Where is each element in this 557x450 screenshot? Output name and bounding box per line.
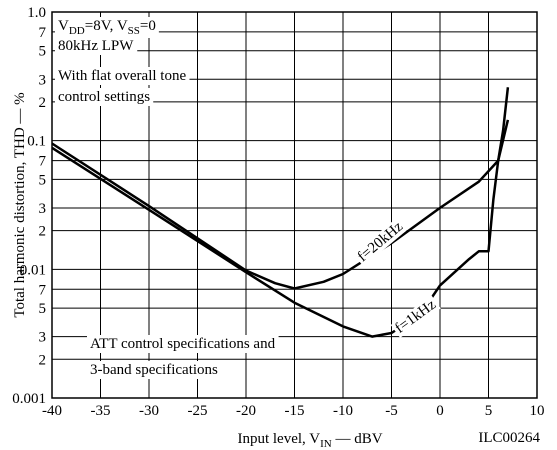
- y-axis-label: Total harmonic distortion, THD — %: [12, 92, 28, 317]
- figure-code: ILC00264: [478, 430, 540, 446]
- annotation: Input level, VIN — dBV: [237, 431, 382, 450]
- x-tick-label: -10: [333, 403, 353, 419]
- text-part: With flat overall tone: [58, 68, 186, 84]
- y-tick-label: 0.1: [27, 134, 46, 150]
- y-tick-label: 2: [39, 95, 47, 111]
- y-tick-label: 3: [39, 330, 47, 346]
- label-background: [390, 295, 441, 338]
- x-tick-label: -40: [42, 403, 62, 419]
- y-tick-label: 5: [39, 44, 47, 60]
- x-tick-label: 5: [485, 403, 493, 419]
- y-tick-label: 0.001: [12, 391, 46, 407]
- y-tick-label: 7: [39, 154, 47, 170]
- text-part: V: [58, 18, 69, 34]
- x-tick-label: -25: [188, 403, 208, 419]
- x-tick-label: 0: [436, 403, 444, 419]
- y-tick-label: 5: [39, 301, 47, 317]
- y-tick-label: 2: [39, 224, 47, 240]
- text-part: 80kHz LPW: [58, 38, 134, 54]
- annotation: ATT control specifications and: [90, 336, 276, 352]
- y-tick-label: 5: [39, 172, 47, 188]
- x-tick-label: -15: [285, 403, 305, 419]
- subscript: DD: [69, 25, 85, 37]
- label-background: [55, 88, 154, 106]
- x-tick-label: -30: [139, 403, 159, 419]
- label-background: [87, 361, 222, 379]
- annotation: 80kHz LPW: [58, 38, 134, 54]
- label-background: [55, 37, 138, 55]
- text-part: control settings: [58, 89, 150, 105]
- annotation: With flat overall tone: [58, 68, 186, 84]
- y-tick-label: 1.0: [27, 5, 46, 21]
- label-background: [55, 67, 190, 85]
- text-part: Input level, V: [237, 431, 320, 447]
- series-label: f=1kHz: [392, 297, 439, 337]
- text-part: — dBV: [332, 431, 383, 447]
- y-tick-label: 2: [39, 352, 47, 368]
- annotation: control settings: [58, 89, 150, 105]
- y-tick-label: 0.01: [20, 262, 46, 278]
- subscript: SS: [128, 25, 140, 37]
- annotation: VDD=8V, VSS=0: [58, 18, 156, 37]
- plot-frame: [51, 11, 538, 399]
- y-tick-label: 7: [39, 282, 47, 298]
- text-part: =0: [140, 18, 156, 34]
- y-tick-label: 7: [39, 25, 47, 41]
- x-tick-label: -20: [236, 403, 256, 419]
- y-tick-label: 3: [39, 72, 47, 88]
- text-part: =8V, V: [85, 18, 128, 34]
- x-tick-label: -35: [91, 403, 111, 419]
- label-background: [353, 217, 408, 267]
- label-background: [55, 17, 159, 38]
- label-background: [87, 335, 279, 353]
- annotation: 3-band specifications: [90, 362, 218, 378]
- subscript: IN: [320, 438, 332, 450]
- x-tick-label: 10: [530, 403, 545, 419]
- y-tick-label: 3: [39, 201, 47, 217]
- x-tick-label: -5: [385, 403, 398, 419]
- series-label: f=20kHz: [355, 218, 406, 265]
